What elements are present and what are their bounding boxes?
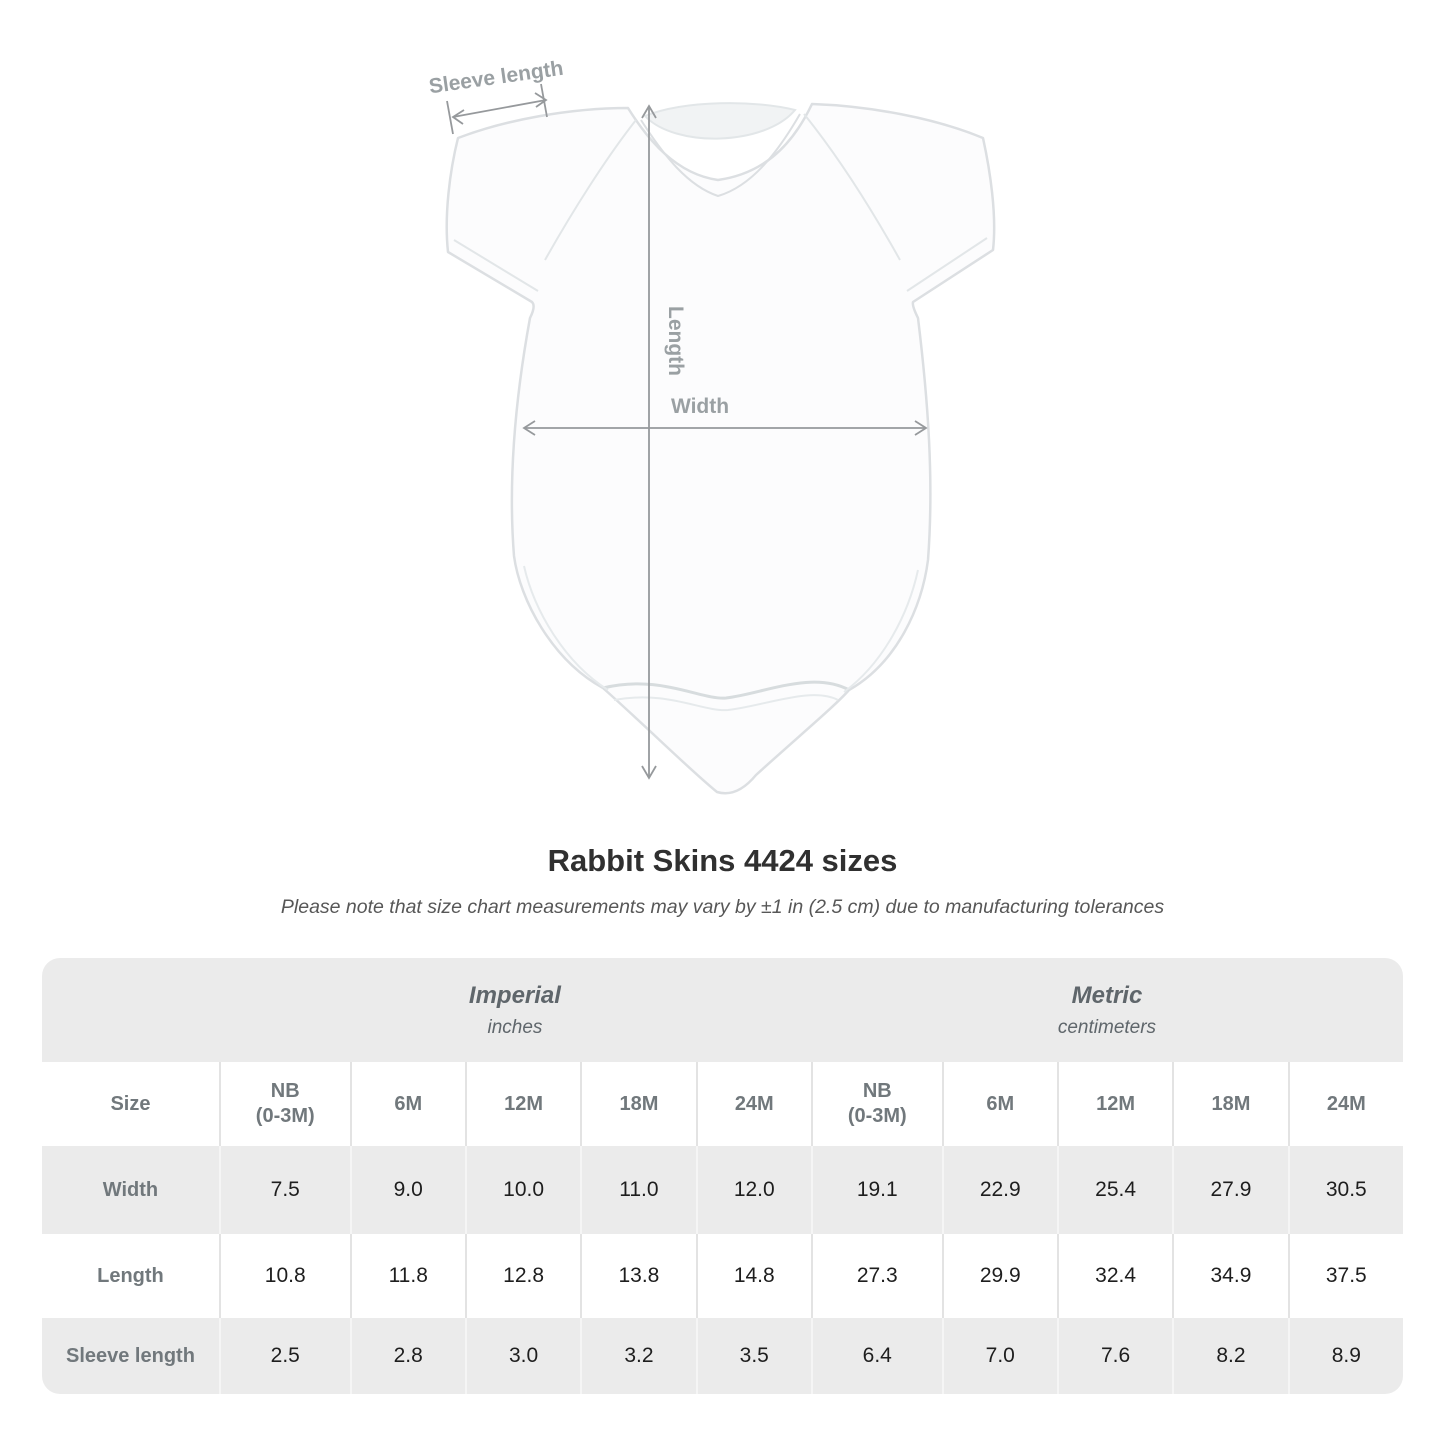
col-header-24m-imperial: 24M bbox=[695, 1062, 811, 1146]
table-row-length: Length 10.8 11.8 12.8 13.8 14.8 27.3 29.… bbox=[42, 1234, 1403, 1318]
metric-title: Metric bbox=[1071, 981, 1143, 1009]
nb-line1: NB bbox=[862, 1080, 892, 1102]
cell: 3.0 bbox=[464, 1318, 581, 1394]
right-leg-binding bbox=[843, 569, 919, 693]
col-header-nb-metric: NB (0-3M) bbox=[810, 1062, 942, 1146]
row-label: Width bbox=[42, 1146, 219, 1234]
col-header-24m-metric: 24M bbox=[1287, 1062, 1403, 1146]
width-label: Width bbox=[671, 395, 729, 418]
nb-line2: (0-3M) bbox=[847, 1105, 907, 1127]
sleeve-arrowhead-left bbox=[451, 109, 465, 125]
size-label-cell: Size bbox=[42, 1062, 219, 1146]
crotch-flap-edge bbox=[602, 680, 850, 700]
nb-line1: NB bbox=[270, 1080, 300, 1102]
onesie-body bbox=[445, 102, 996, 795]
dimension-lines bbox=[446, 83, 928, 780]
sleeve-extension-tick-right bbox=[540, 83, 548, 118]
size-header-row: Size NB (0-3M) 6M 12M 18M 24M NB (0-3M) … bbox=[42, 1062, 1403, 1146]
col-header-6m-imperial: 6M bbox=[349, 1062, 465, 1146]
corner-cell bbox=[42, 958, 219, 1062]
row-label: Length bbox=[42, 1234, 219, 1318]
table-row-sleeve-length: Sleeve length 2.5 2.8 3.0 3.2 3.5 6.4 7.… bbox=[42, 1318, 1403, 1394]
page-subtitle: Please note that size chart measurements… bbox=[280, 896, 1165, 918]
cell: 6.4 bbox=[810, 1318, 942, 1394]
cell: 12.8 bbox=[464, 1234, 581, 1318]
cell: 30.5 bbox=[1287, 1146, 1403, 1234]
cell: 7.5 bbox=[218, 1146, 350, 1234]
metric-section-header: Metric centimeters bbox=[810, 958, 1403, 1062]
onesie-illustration bbox=[445, 102, 996, 795]
cell: 27.3 bbox=[810, 1234, 942, 1318]
left-leg-binding bbox=[523, 565, 609, 691]
imperial-title: Imperial bbox=[468, 981, 561, 1009]
cell: 10.0 bbox=[464, 1146, 581, 1234]
cell: 32.4 bbox=[1056, 1234, 1173, 1318]
size-chart-table: Imperial inches Metric centimeters Size … bbox=[42, 958, 1403, 1394]
col-header-18m-imperial: 18M bbox=[580, 1062, 696, 1146]
cell: 2.5 bbox=[218, 1318, 350, 1394]
left-lap-seam bbox=[544, 119, 637, 261]
cell: 34.9 bbox=[1172, 1234, 1288, 1318]
right-cuff-binding bbox=[906, 237, 988, 292]
cell: 11.0 bbox=[580, 1146, 696, 1234]
cell: 29.9 bbox=[941, 1234, 1057, 1318]
crotch-flap-binding bbox=[613, 694, 839, 712]
cell: 3.5 bbox=[695, 1318, 811, 1394]
cell: 11.8 bbox=[349, 1234, 465, 1318]
metric-unit: centimeters bbox=[1057, 1016, 1157, 1038]
cell: 8.2 bbox=[1172, 1318, 1288, 1394]
col-header-18m-metric: 18M bbox=[1172, 1062, 1288, 1146]
sleeve-arrowhead-right bbox=[534, 92, 548, 108]
cell: 25.4 bbox=[1056, 1146, 1173, 1234]
cell: 12.0 bbox=[695, 1146, 811, 1234]
sleeve-length-label: Sleeve length bbox=[427, 57, 564, 99]
cell: 2.8 bbox=[349, 1318, 465, 1394]
col-header-nb-imperial: NB (0-3M) bbox=[218, 1062, 350, 1146]
cell: 7.0 bbox=[941, 1318, 1057, 1394]
sleeve-extension-tick-left bbox=[446, 100, 454, 135]
cell: 22.9 bbox=[941, 1146, 1057, 1234]
table-row-width: Width 7.5 9.0 10.0 11.0 12.0 19.1 22.9 2… bbox=[42, 1146, 1403, 1234]
cell: 14.8 bbox=[695, 1234, 811, 1318]
length-arrowhead-top bbox=[641, 104, 657, 119]
cell: 3.2 bbox=[580, 1318, 696, 1394]
width-arrowhead-right bbox=[914, 420, 928, 436]
onesie-back-neck bbox=[643, 102, 797, 140]
cell: 37.5 bbox=[1287, 1234, 1403, 1318]
cell: 13.8 bbox=[580, 1234, 696, 1318]
imperial-section-header: Imperial inches bbox=[218, 958, 811, 1062]
length-label: Length bbox=[664, 306, 687, 376]
sleeve-dimension-line bbox=[452, 99, 547, 118]
page-title: Rabbit Skins 4424 sizes bbox=[547, 843, 898, 878]
row-label: Sleeve length bbox=[42, 1318, 219, 1394]
width-arrowhead-left bbox=[522, 420, 536, 436]
col-header-12m-metric: 12M bbox=[1056, 1062, 1173, 1146]
neckline-binding bbox=[640, 113, 801, 198]
cell: 9.0 bbox=[349, 1146, 465, 1234]
onesie-size-diagram: Sleeve length Length Width bbox=[427, 57, 996, 795]
cell: 7.6 bbox=[1056, 1318, 1173, 1394]
nb-line2: (0-3M) bbox=[255, 1105, 315, 1127]
left-cuff-binding bbox=[453, 239, 539, 292]
length-arrowhead-bottom bbox=[641, 765, 657, 780]
cell: 8.9 bbox=[1287, 1318, 1403, 1394]
col-header-12m-imperial: 12M bbox=[464, 1062, 581, 1146]
imperial-unit: inches bbox=[487, 1016, 543, 1038]
right-lap-seam bbox=[803, 113, 901, 261]
cell: 10.8 bbox=[218, 1234, 350, 1318]
cell: 19.1 bbox=[810, 1146, 942, 1234]
unit-header-row: Imperial inches Metric centimeters bbox=[42, 958, 1403, 1062]
cell: 27.9 bbox=[1172, 1146, 1288, 1234]
col-header-6m-metric: 6M bbox=[941, 1062, 1057, 1146]
